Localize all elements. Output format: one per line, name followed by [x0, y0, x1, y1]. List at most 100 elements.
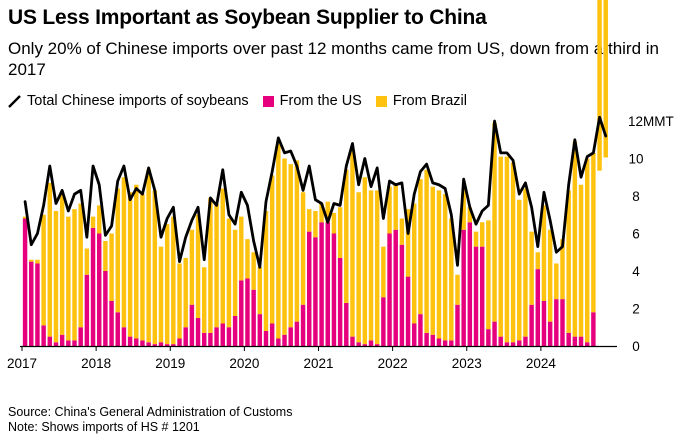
us-bar: [344, 302, 349, 347]
x-tick-label: 2020: [229, 356, 259, 371]
us-bar: [251, 289, 256, 346]
us-bar: [96, 233, 102, 346]
source-text: Source: China's General Administration o…: [8, 405, 293, 419]
us-bar: [307, 231, 312, 347]
us-bar: [171, 344, 176, 347]
us-bar: [517, 340, 522, 347]
brazil-bar: [331, 212, 337, 234]
us-bar: [442, 340, 448, 347]
brazil-bar: [140, 194, 145, 341]
legend-item-brazil: From Brazil: [375, 93, 467, 109]
us-bar: [498, 336, 503, 347]
brazil-bar: [504, 156, 510, 343]
us-bar: [134, 338, 139, 346]
x-tick-label: 2024: [526, 356, 557, 371]
us-bar: [467, 222, 473, 346]
us-bar: [195, 317, 201, 347]
us-bar: [47, 336, 53, 347]
y-tick-label: 8: [632, 189, 640, 204]
us-bar: [523, 336, 528, 347]
brazil-bar: [510, 162, 516, 343]
brazil-bar: [424, 169, 429, 333]
brazil-bar: [436, 190, 442, 339]
brazil-bar: [251, 252, 256, 290]
y-tick-label: 0: [632, 339, 640, 354]
brazil-bar: [603, 0, 608, 158]
legend-label-us: From the US: [279, 93, 362, 109]
us-bar: [319, 222, 324, 346]
x-tick-label: 2019: [155, 356, 185, 371]
brazil-bar: [164, 224, 170, 345]
brazil-bar: [195, 214, 201, 318]
brazil-bar: [109, 233, 114, 301]
us-bar: [486, 329, 491, 347]
x-tick-label: 2021: [303, 356, 333, 371]
brazil-bar: [449, 218, 454, 341]
brazil-bar: [442, 194, 448, 341]
us-bar: [381, 297, 386, 346]
brazil-bar: [560, 239, 565, 300]
x-tick-label: 2022: [378, 356, 408, 371]
x-tick-label: 2023: [452, 356, 482, 371]
brazil-bar: [245, 239, 250, 279]
us-bar: [337, 257, 343, 347]
us-bar: [412, 323, 417, 346]
brazil-bar: [239, 216, 244, 281]
brazil-bar: [53, 211, 59, 343]
us-bar: [300, 304, 306, 346]
x-tick-label: 2017: [7, 356, 37, 371]
brazil-swatch-icon: [375, 95, 387, 107]
us-bar: [245, 278, 250, 346]
brazil-bar: [276, 143, 281, 339]
brazil-bar: [399, 218, 405, 245]
us-bar: [560, 299, 565, 347]
us-bar: [572, 336, 578, 347]
brazil-bar: [535, 252, 541, 270]
brazil-bar: [455, 274, 460, 305]
us-bar: [177, 338, 182, 346]
brazil-bar: [22, 216, 28, 219]
us-bar: [566, 332, 571, 347]
us-bar: [220, 323, 225, 346]
us-bar: [214, 327, 219, 346]
us-bar: [257, 314, 263, 347]
us-bar: [473, 246, 479, 347]
brazil-bar: [362, 177, 368, 345]
us-bar: [436, 338, 442, 346]
brazil-bar: [282, 158, 287, 335]
us-bar: [510, 342, 516, 346]
us-bar: [288, 327, 293, 346]
us-bar: [158, 342, 164, 346]
brazil-bar: [313, 211, 318, 238]
us-bar: [72, 340, 77, 347]
brazil-bar: [208, 197, 213, 333]
us-bar: [226, 327, 232, 346]
brazil-bar: [319, 203, 324, 223]
brazil-bar: [214, 203, 219, 328]
brazil-bar: [473, 231, 479, 247]
us-bar: [535, 269, 541, 347]
us-bar: [90, 227, 96, 347]
brazil-bar: [578, 184, 584, 337]
us-bar: [189, 304, 195, 346]
us-bar: [121, 327, 127, 346]
us-bar: [109, 301, 114, 346]
brazil-bar: [337, 207, 343, 258]
us-bar: [418, 314, 423, 347]
us-bar: [146, 342, 151, 346]
us-bar: [276, 338, 281, 346]
us-swatch-icon: [262, 95, 274, 107]
us-bar: [350, 336, 355, 347]
us-bar: [449, 340, 454, 347]
us-bar: [479, 246, 485, 347]
note-text: Note: Shows imports of HS # 1201: [8, 420, 200, 434]
y-tick-label: 6: [632, 227, 640, 242]
us-bar: [183, 327, 188, 346]
brazil-bar: [263, 211, 269, 331]
brazil-bar: [418, 179, 423, 315]
brazil-bar: [226, 218, 232, 328]
y-tick-label: 10: [628, 152, 643, 167]
brazil-bar: [566, 190, 571, 333]
brazil-bar: [325, 201, 330, 223]
brazil-bar: [96, 205, 102, 234]
